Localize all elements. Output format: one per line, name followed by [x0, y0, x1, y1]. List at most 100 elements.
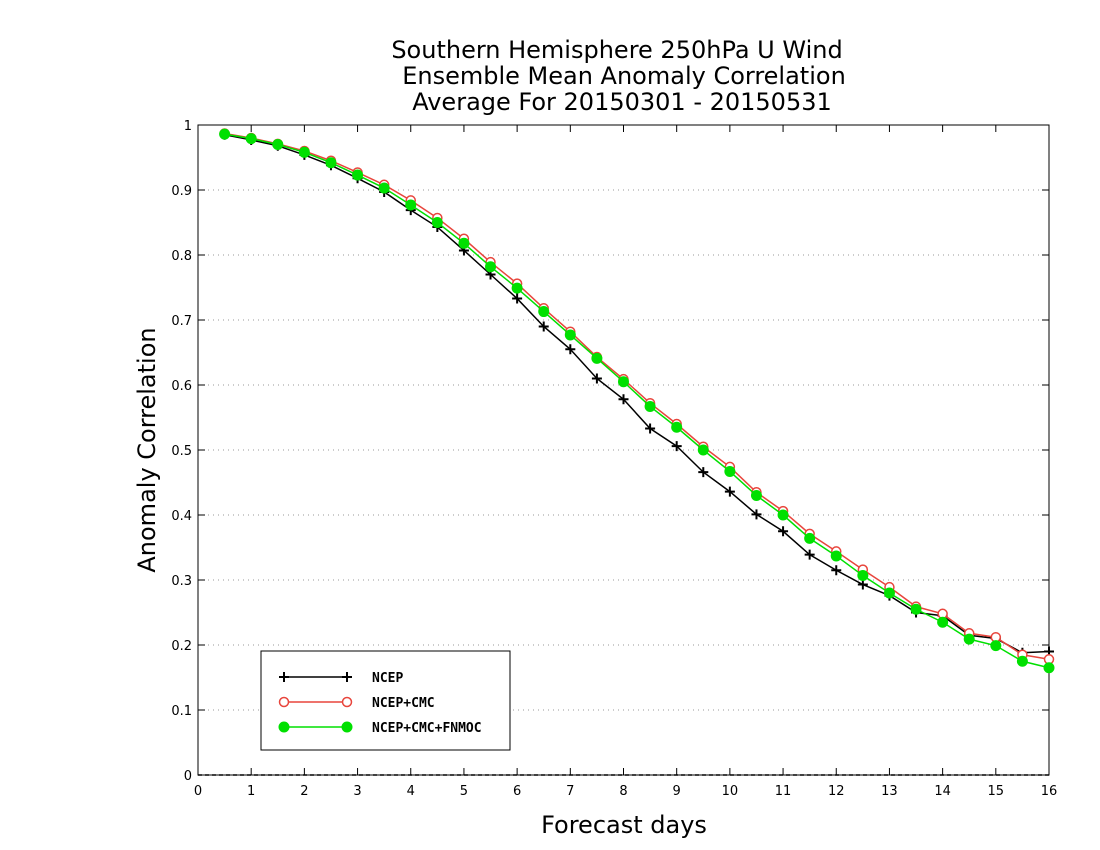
data-point-filled-circle [538, 306, 550, 318]
data-point-filled-circle [910, 603, 922, 615]
x-tick-label: 14 [934, 784, 951, 799]
data-point-filled-circle [325, 157, 337, 169]
data-point-filled-circle [431, 217, 443, 228]
x-tick-label: 6 [513, 784, 521, 799]
y-tick-label: 0.6 [171, 379, 192, 394]
data-point-filled-circle [618, 376, 629, 388]
y-tick-label: 0.1 [171, 704, 192, 719]
data-point-plus [645, 423, 656, 434]
data-point-filled-circle [937, 616, 949, 628]
data-point-filled-circle [1016, 655, 1028, 667]
x-tick-label: 2 [300, 784, 308, 799]
data-point-filled-circle [830, 550, 842, 562]
legend-label: NCEP [372, 671, 403, 686]
x-tick-label: 9 [673, 784, 681, 799]
data-point-filled-circle [591, 352, 603, 364]
data-point-filled-circle [278, 721, 290, 733]
data-point-filled-circle [511, 282, 523, 294]
x-tick-label: 1 [247, 784, 255, 799]
data-point-filled-circle [857, 569, 869, 581]
data-point-filled-circle [245, 133, 257, 145]
data-point-plus [724, 486, 735, 497]
y-tick-label: 0.8 [171, 249, 192, 264]
legend-entry: NCEP+CMC [278, 696, 435, 711]
data-point-plus [804, 549, 815, 560]
data-point-plus [671, 441, 682, 452]
y-tick-label: 0.3 [171, 574, 192, 589]
data-point-plus [565, 344, 576, 355]
data-point-plus [857, 579, 868, 590]
data-point-filled-circle [298, 146, 310, 158]
data-point-filled-circle [219, 128, 231, 140]
data-point-filled-circle [1043, 662, 1055, 674]
x-axis-label: Forecast days [541, 811, 707, 839]
chart-title-line-1: Southern Hemisphere 250hPa U Wind [391, 36, 842, 64]
data-point-filled-circle [405, 199, 417, 211]
data-point-plus [279, 672, 289, 682]
legend-entry: NCEP+CMC+FNMOC [278, 721, 482, 736]
data-point-filled-circle [990, 640, 1002, 652]
y-axis-label: Anomaly Correlation [133, 327, 161, 572]
data-point-filled-circle [697, 444, 709, 456]
data-point-filled-circle [378, 182, 390, 194]
x-tick-label: 4 [407, 784, 415, 799]
data-point-plus [591, 373, 602, 384]
data-point-filled-circle [804, 532, 816, 544]
x-tick-label: 3 [353, 784, 361, 799]
legend-label: NCEP+CMC+FNMOC [372, 721, 482, 736]
x-tick-label: 11 [775, 784, 792, 799]
y-tick-label: 0 [184, 769, 192, 784]
legend: NCEP NCEP+CMC NCEP+CMC+FNMOC [260, 650, 511, 751]
y-tick-label: 0.2 [171, 639, 192, 654]
data-point-open-circle [341, 696, 353, 708]
x-tick-label: 0 [194, 784, 202, 799]
data-point-filled-circle [724, 465, 736, 477]
x-tick-label: 8 [619, 784, 627, 799]
data-point-filled-circle [750, 490, 762, 501]
data-point-filled-circle [883, 587, 895, 599]
x-tick-label: 7 [566, 784, 574, 799]
series-ncep-cmc-fnmoc [219, 128, 1055, 674]
x-tick-label: 16 [1041, 784, 1058, 799]
data-point-filled-circle [963, 633, 975, 645]
chart-title-line-3: Average For 20150301 - 20150531 [412, 88, 832, 116]
data-point-plus [538, 321, 549, 332]
data-point-plus [618, 394, 629, 405]
data-point-filled-circle [485, 261, 497, 273]
data-point-filled-circle [777, 509, 789, 521]
x-tick-label: 13 [881, 784, 898, 799]
x-tick-label: 15 [988, 784, 1005, 799]
series-line [224, 133, 1050, 669]
y-tick-label: 0.7 [171, 314, 192, 329]
data-point-filled-circle [671, 421, 683, 433]
y-tick-label: 0.4 [171, 509, 192, 524]
axis-ticks: 00.10.20.30.40.50.60.70.80.910 1 2 3 4 5 6 7 8 9 1… [171, 119, 1057, 799]
chart-title: Southern Hemisphere 250hPa U Wind Ensemb… [391, 36, 845, 116]
y-tick-label: 0.9 [171, 184, 192, 199]
data-point-filled-circle [458, 237, 470, 249]
series-ncep-cmc [219, 128, 1055, 665]
data-point-plus [751, 509, 762, 520]
data-point-plus [698, 467, 709, 478]
data-point-plus [831, 565, 842, 576]
data-point-filled-circle [272, 139, 284, 150]
data-point-filled-circle [564, 329, 576, 341]
y-tick-label: 1 [184, 119, 192, 134]
x-tick-label: 10 [722, 784, 739, 799]
chart-title-line-2: Ensemble Mean Anomaly Correlation [402, 62, 846, 90]
data-point-plus [342, 672, 352, 682]
data-point-plus [512, 293, 523, 304]
data-point-filled-circle [644, 400, 656, 412]
y-tick-label: 0.5 [171, 444, 192, 459]
x-tick-label: 12 [828, 784, 845, 799]
legend-entry: NCEP [279, 671, 403, 686]
series-layer [219, 128, 1055, 674]
data-point-filled-circle [341, 721, 353, 733]
data-point-plus [778, 526, 789, 537]
legend-label: NCEP+CMC [372, 696, 435, 711]
legend-box [260, 650, 511, 751]
x-tick-label: 5 [460, 784, 468, 799]
data-point-filled-circle [352, 169, 364, 181]
data-point-open-circle [278, 696, 290, 708]
